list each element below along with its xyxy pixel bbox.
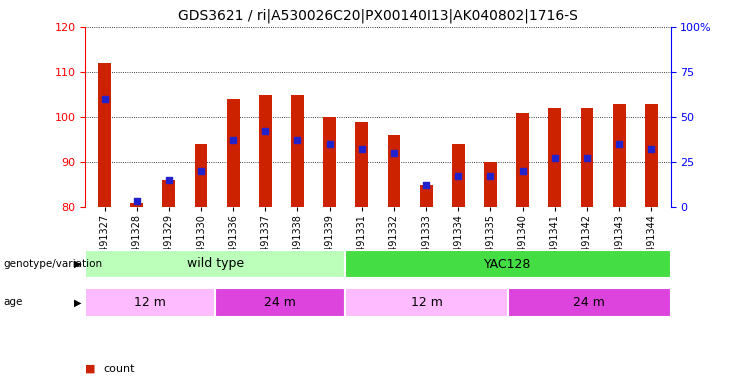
Bar	[130, 203, 143, 207]
Text: 24 m: 24 m	[574, 296, 605, 309]
Bar	[388, 135, 400, 207]
Bar	[356, 122, 368, 207]
Bar	[227, 99, 239, 207]
Point	[324, 141, 336, 147]
Point	[388, 150, 400, 156]
Point	[163, 177, 175, 184]
Point	[485, 173, 496, 179]
Bar	[613, 104, 625, 207]
Point	[614, 141, 625, 147]
Text: age: age	[4, 297, 23, 308]
Point	[130, 197, 142, 204]
Bar	[345, 250, 671, 278]
Text: wild type: wild type	[187, 258, 244, 270]
Bar	[259, 94, 272, 207]
Bar	[452, 144, 465, 207]
Text: 24 m: 24 m	[265, 296, 296, 309]
Point	[99, 96, 110, 102]
Bar	[419, 185, 433, 207]
Point	[227, 137, 239, 143]
Bar	[98, 63, 111, 207]
Bar	[645, 104, 658, 207]
Bar	[508, 288, 671, 317]
Point	[645, 146, 657, 152]
Point	[356, 146, 368, 152]
Text: ▶: ▶	[74, 259, 82, 269]
Point	[420, 182, 432, 188]
Bar	[85, 288, 216, 317]
Title: GDS3621 / ri|A530026C20|PX00140I13|AK040802|1716-S: GDS3621 / ri|A530026C20|PX00140I13|AK040…	[178, 9, 578, 23]
Text: count: count	[104, 364, 136, 374]
Point	[516, 168, 528, 174]
Bar	[548, 108, 561, 207]
Bar	[195, 144, 207, 207]
Point	[195, 168, 207, 174]
Bar	[323, 117, 336, 207]
Bar	[85, 250, 345, 278]
Point	[291, 137, 303, 143]
Point	[453, 173, 465, 179]
Point	[259, 127, 271, 134]
Bar	[162, 180, 176, 207]
Bar	[345, 288, 508, 317]
Bar	[484, 162, 497, 207]
Point	[549, 155, 561, 161]
Point	[581, 155, 593, 161]
Text: 12 m: 12 m	[134, 296, 166, 309]
Text: YAC128: YAC128	[485, 258, 532, 270]
Bar	[580, 108, 594, 207]
Text: 12 m: 12 m	[411, 296, 442, 309]
Bar	[291, 94, 304, 207]
Bar	[216, 288, 345, 317]
Text: ▶: ▶	[74, 297, 82, 308]
Bar	[516, 113, 529, 207]
Text: ■: ■	[85, 364, 96, 374]
Text: genotype/variation: genotype/variation	[4, 259, 103, 269]
